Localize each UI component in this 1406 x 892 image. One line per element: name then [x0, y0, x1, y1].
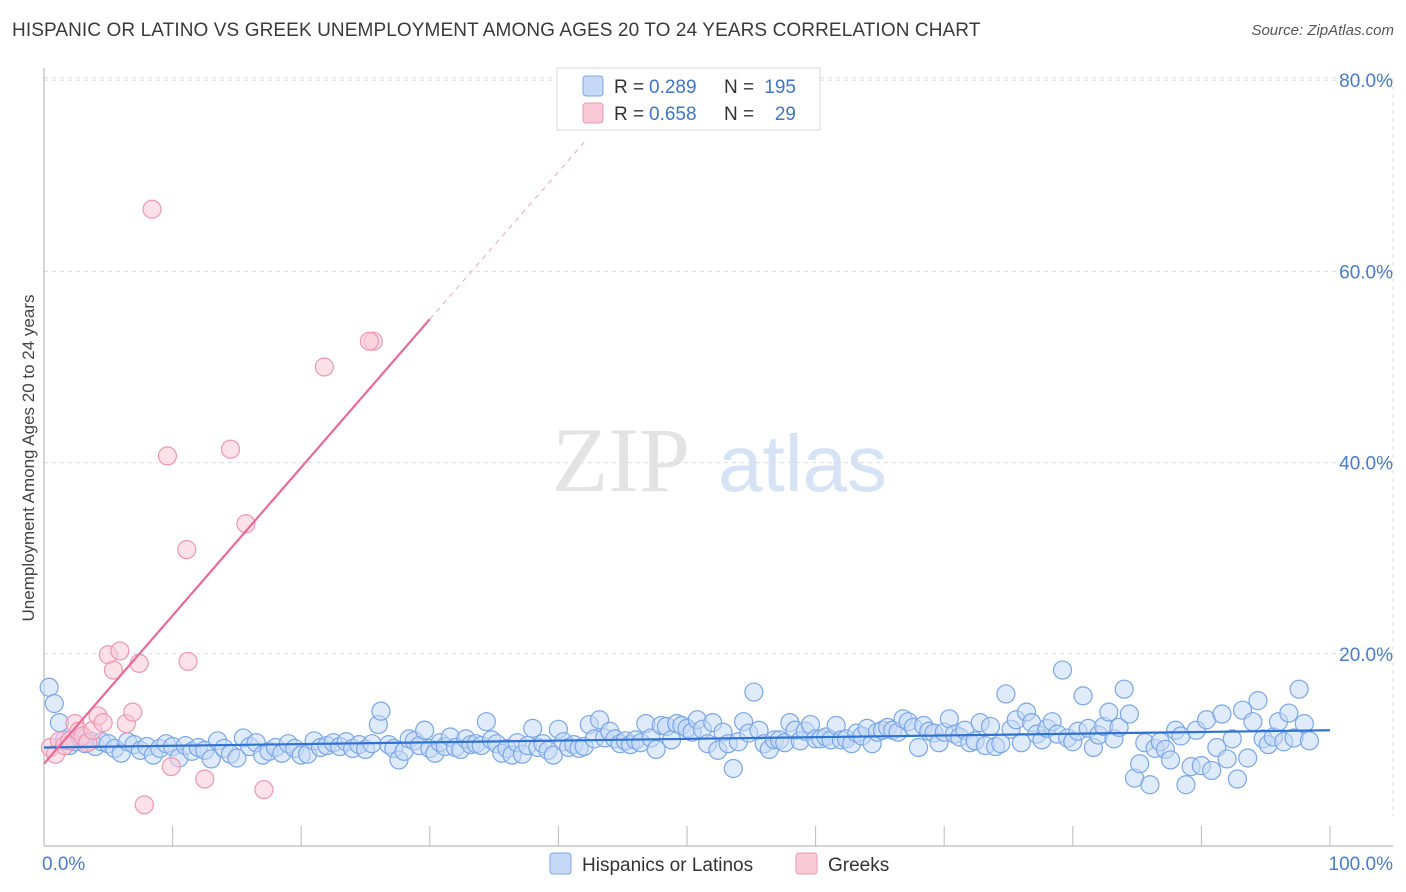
legend-n-label-blue: N = [724, 77, 754, 98]
hispanic-point-122 [723, 758, 743, 779]
y-tick-label-60: 60.0% [1339, 262, 1393, 283]
hispanic-point-31 [227, 748, 247, 768]
hispanic-trend-line [43, 729, 1331, 749]
hispanic-point-233 [1294, 713, 1314, 734]
greek-point-27 [254, 779, 274, 800]
hispanic-point-74 [476, 712, 496, 732]
hispanic-point-107 [646, 739, 666, 760]
bottom-legend-swatch-blue [549, 852, 572, 875]
hispanic-point-186 [1052, 660, 1073, 680]
source-label: Source: ZipAtlas.com [1251, 22, 1394, 39]
chart-title: HISPANIC OR LATINO VS GREEK UNEMPLOYMENT… [12, 20, 981, 41]
hispanic-point-234 [1299, 731, 1320, 751]
trend-lines [43, 141, 1331, 765]
y-axis-label: Unemployment Among Ages 20 to 24 years [19, 295, 38, 622]
hispanic-point-27 [201, 749, 221, 769]
hispanic-point-215 [1202, 760, 1222, 781]
hispanic-point-158 [908, 737, 929, 758]
hispanic-point-223 [1243, 712, 1263, 732]
legend-n-label-pink: N = [724, 104, 754, 125]
x-tick-label-0: 0.0% [42, 854, 85, 875]
y-tick-label-20: 20.0% [1339, 645, 1393, 666]
axes [43, 68, 1393, 847]
y-tick-label-40: 40.0% [1339, 454, 1393, 475]
hispanic-point-217 [1212, 704, 1232, 724]
hispanic-point-126 [744, 682, 764, 702]
hispanic-point-201 [1130, 754, 1150, 774]
hispanic-point-220 [1227, 769, 1248, 789]
legend-n-value-pink: 29 [775, 104, 796, 125]
hispanic-point-203 [1140, 775, 1160, 795]
hispanic-point-83 [523, 718, 543, 738]
hispanic-point-0 [39, 677, 59, 697]
hispanic-point-62 [415, 720, 435, 740]
greek-point-13 [103, 660, 124, 680]
greek-point-26 [236, 514, 256, 534]
hispanic-point-218 [1217, 749, 1237, 769]
hispanic-points [39, 660, 1320, 795]
hispanic-point-198 [1114, 679, 1134, 699]
tick-labels: 20.0% 40.0% 60.0% 80.0% 0.0% 100.0% [42, 71, 1393, 875]
greek-point-25 [220, 439, 241, 459]
legend: R = 0.289 N = 195 R = 0.658 N = 29 [556, 67, 821, 131]
greek-point-11 [93, 713, 113, 733]
bottom-legend-label-blue: Hispanics or Latinos [582, 855, 753, 876]
y-tick-label-80: 80.0% [1339, 71, 1393, 92]
watermark-zip: ZIP [552, 409, 690, 511]
legend-r-label-pink: R = [614, 104, 644, 125]
bottom-legend-label-pink: Greeks [828, 855, 889, 876]
greek-point-20 [157, 446, 178, 466]
hispanic-point-1 [44, 693, 64, 714]
hispanic-point-210 [1176, 775, 1196, 795]
legend-swatch-pink [582, 102, 604, 124]
greek-point-21 [161, 757, 181, 777]
bottom-legend: Hispanics or Latinos Greeks [549, 852, 889, 876]
hispanic-point-199 [1119, 704, 1139, 724]
hispanic-point-195 [1099, 702, 1119, 722]
hispanic-point-87 [543, 745, 563, 765]
hispanic-point-175 [996, 684, 1016, 704]
hispanic-point-54 [371, 701, 391, 721]
greek-trend-extension [429, 141, 585, 320]
greek-points [40, 199, 383, 815]
greek-point-14 [110, 641, 130, 661]
hispanic-point-219 [1222, 729, 1242, 749]
legend-n-value-blue: 195 [764, 77, 796, 98]
greek-point-19 [142, 199, 162, 219]
hispanic-point-207 [1160, 750, 1181, 770]
legend-r-value-pink: 0.658 [649, 104, 697, 125]
greek-point-30 [359, 331, 379, 351]
hispanic-point-232 [1289, 679, 1309, 699]
greek-point-28 [314, 357, 334, 377]
legend-r-label-blue: R = [614, 77, 644, 98]
hispanic-point-230 [1279, 703, 1299, 723]
greek-trend-line [43, 318, 431, 765]
greek-point-23 [177, 539, 197, 560]
greek-point-16 [123, 702, 143, 722]
hispanic-point-190 [1073, 686, 1093, 706]
hispanic-point-197 [1109, 717, 1129, 738]
x-tick-label-100: 100.0% [1329, 854, 1394, 875]
greek-point-24 [195, 769, 215, 789]
greek-point-22 [178, 651, 198, 672]
greek-point-18 [134, 795, 154, 815]
hispanic-point-222 [1238, 748, 1258, 768]
legend-swatch-blue [582, 75, 604, 97]
hispanic-point-224 [1248, 691, 1268, 711]
greek-point-17 [129, 653, 149, 673]
bottom-legend-swatch-pink [795, 852, 818, 875]
watermark-atlas: atlas [718, 419, 887, 508]
hispanic-point-172 [980, 716, 1001, 737]
legend-r-value-blue: 0.289 [649, 77, 697, 98]
